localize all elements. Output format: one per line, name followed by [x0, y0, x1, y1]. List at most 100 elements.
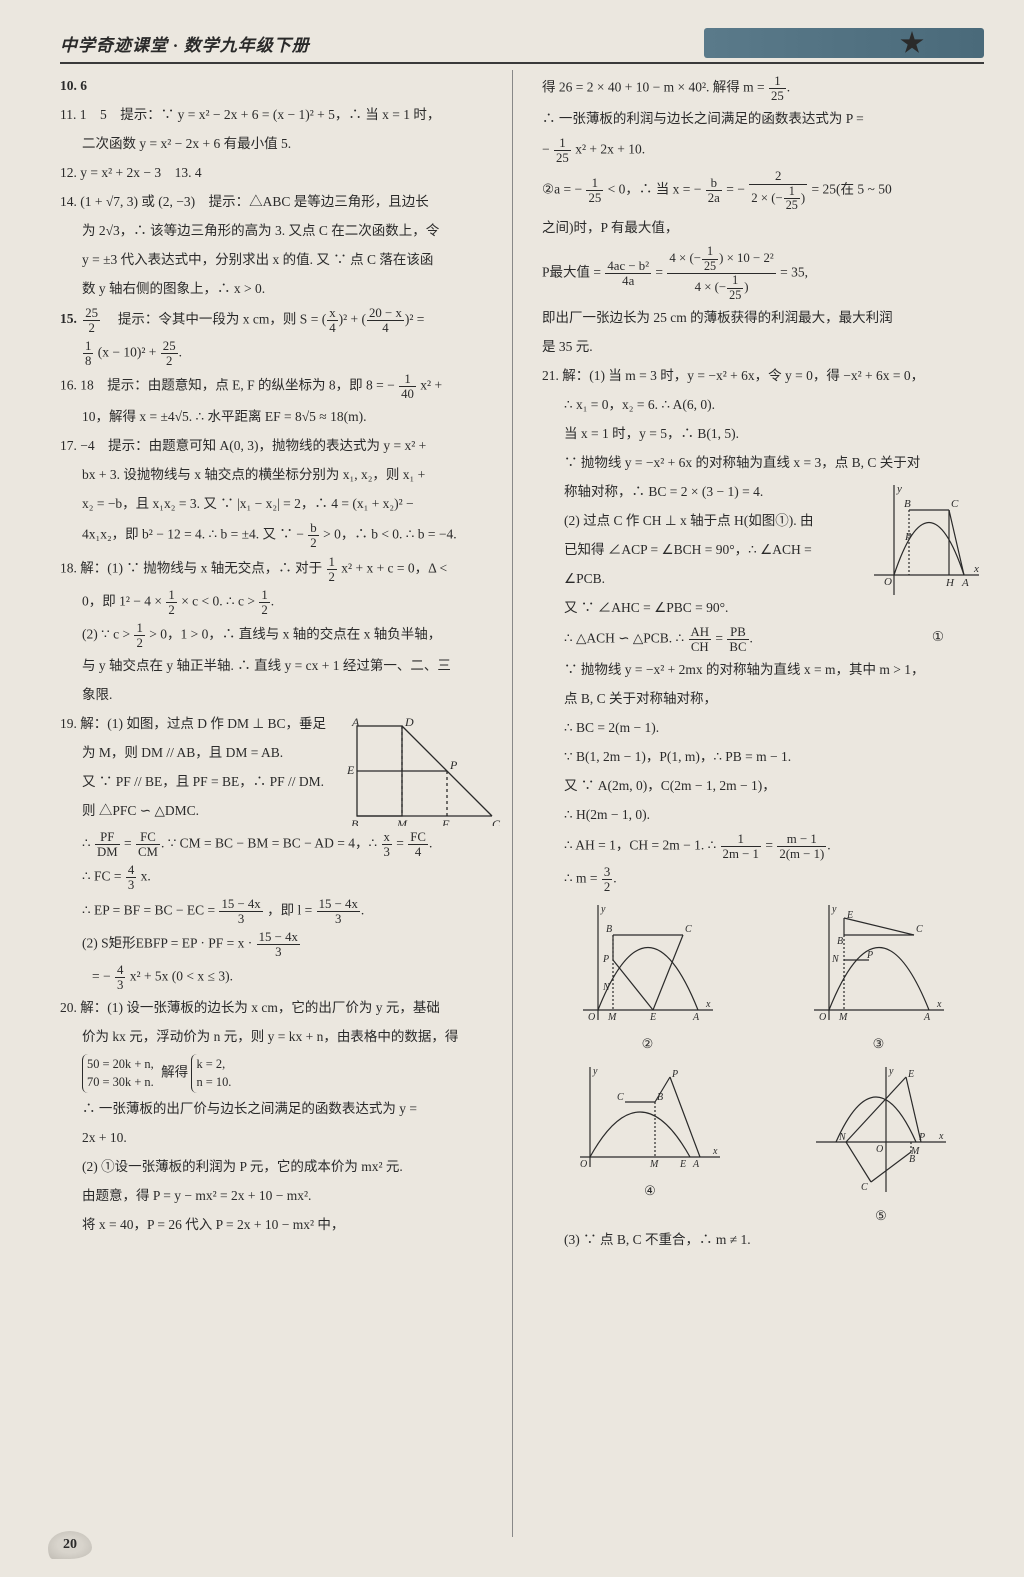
svg-text:x: x — [705, 999, 711, 1010]
q15-text: 提示：令其中一段为 x cm，则 S = — [104, 311, 321, 326]
frac-b-2: b2 — [308, 521, 318, 550]
svg-text:M: M — [607, 1012, 617, 1023]
svg-text:A: A — [351, 716, 360, 729]
figlabel-4: ④ — [575, 1179, 725, 1203]
answer-15-b: 18 (x − 10)² + 252. — [60, 339, 502, 368]
figure-21-1: yx BC PO HA — [869, 480, 984, 605]
q20c: 50 = 20k + n, 70 = 30k + n. 解得 k = 2, n … — [60, 1054, 502, 1093]
r6: P最大值 = 4ac − b²4a = 4 × (−125) × 10 − 2²… — [542, 245, 984, 302]
r2: ∴ 一张薄板的利润与边长之间满足的函数表达式为 P = — [542, 107, 984, 132]
q19f1: ∴ FC = — [82, 869, 125, 884]
svg-text:O: O — [580, 1159, 587, 1170]
answer-14: 14. (1 + √7, 3) 或 (2, −3) 提示：△ABC 是等边三角形… — [60, 190, 502, 215]
answer-20: 20. 解：(1) 设一张薄板的边长为 x cm，它的出厂价为 y 元，基础 — [60, 996, 502, 1021]
figlabel-2: ② — [578, 1032, 718, 1056]
r21d: ∵ 抛物线 y = −x² + 6x 的对称轴为直线 x = 3，点 B, C … — [542, 451, 984, 476]
svg-text:A: A — [923, 1012, 931, 1023]
frac-4ac-b2: 4ac − b²4a — [605, 259, 651, 288]
q16-x2: x² + — [420, 378, 442, 393]
svg-text:M: M — [838, 1012, 848, 1023]
svg-text:x: x — [938, 1131, 944, 1142]
frac-x-3: x3 — [382, 830, 392, 859]
svg-text:N: N — [831, 954, 840, 965]
r4: ②a = − 125 < 0，∴ 当 x = − b2a = − 22 × (−… — [542, 169, 984, 212]
svg-text:P: P — [449, 758, 458, 772]
q18a2: x² + x + c = 0，Δ < — [341, 560, 447, 575]
answer-14-d: 数 y 轴右侧的图象上，∴ x > 0. — [60, 277, 502, 302]
svg-text:E: E — [846, 910, 853, 921]
svg-text:A: A — [692, 1159, 700, 1170]
r6c: = 35, — [780, 265, 808, 280]
r21c: 当 x = 1 时，y = 5，∴ B(1, 5). — [542, 422, 984, 447]
q19g: ∴ EP = BF = BC − EC = 15 − 4x3 ，即 l = 15… — [60, 897, 502, 926]
svg-text:P: P — [918, 1132, 925, 1143]
svg-text:y: y — [600, 904, 606, 915]
q16-text: 16. 18 提示：由题意知，点 E, F 的纵坐标为 8，即 8 = − — [60, 378, 395, 393]
r21k: ∵ 抛物线 y = −x² + 2mx 的对称轴为直线 x = m，其中 m >… — [542, 658, 984, 683]
q20c3: 解得 — [161, 1065, 188, 1080]
svg-text:F: F — [441, 817, 450, 826]
r21b: ∴ x₁ = 0，x₂ = 6. ∴ A(6, 0). — [542, 393, 984, 418]
r6b: = — [655, 265, 666, 280]
answer-16-b: 10，解得 x = ±4√5. ∴ 水平距离 EF = 8√5 ≈ 18(m). — [60, 405, 502, 430]
answer-11: 11. 1 5 提示：∵ y = x² − 2x + 6 = (x − 1)² … — [60, 103, 502, 128]
answer-11-cont: 二次函数 y = x² − 2x + 6 有最小值 5. — [60, 132, 502, 157]
svg-text:C: C — [617, 1092, 624, 1103]
r21j-text: ∴ △ACH ∽ △PCB. ∴ — [564, 630, 688, 645]
q15-num: 15. — [60, 311, 77, 326]
q15-eq: = — [417, 311, 425, 326]
frac-15-4x-3: 15 − 4x3 — [219, 897, 262, 926]
answer-15: 15. 252 提示：令其中一段为 x cm，则 S = (x4)² + (20… — [60, 306, 502, 335]
svg-text:P: P — [671, 1069, 678, 1080]
r21o: 又 ∵ A(2m, 0)，C(2m − 1, 2m − 1)， — [542, 774, 984, 799]
q19h: (2) S矩形EBFP = EP · PF = x · 15 − 4x3 — [60, 930, 502, 959]
q19g2: ，即 l = — [267, 902, 316, 917]
svg-text:N: N — [838, 1132, 847, 1143]
figure-row-2: yx CB PO ME A ④ — [542, 1062, 984, 1228]
frac-x-4: x4 — [327, 306, 337, 335]
r21n: ∵ B(1, 2m − 1)，P(1, m)，∴ PB = m − 1. — [542, 745, 984, 770]
frac-fc-cm: FCCM — [136, 830, 160, 859]
r4b: < 0，∴ 当 x = − — [608, 182, 702, 197]
frac-20mx-4: 20 − x4 — [367, 306, 404, 335]
svg-text:D: D — [404, 716, 414, 729]
svg-text:P: P — [602, 954, 609, 965]
q19f: ∴ FC = 43 x. — [60, 863, 502, 892]
r21j: ∴ △ACH ∽ △PCB. ∴ AHCH = PBBC. ① — [542, 625, 984, 654]
svg-text:E: E — [347, 763, 355, 777]
frac-pb-bc: PBBC — [727, 625, 748, 654]
q19i1: = − — [92, 969, 111, 984]
svg-text:M: M — [396, 817, 408, 826]
r3: − 125 x² + 2x + 10. — [542, 136, 984, 165]
q19i: = − 43 x² + 5x (0 < x ≤ 3). — [60, 963, 502, 992]
svg-text:B: B — [606, 924, 612, 935]
answer-17-c: x₂ = −b，且 x₁x₂ = 3. 又 ∵ |x₁ − x₂| = 2，∴ … — [60, 492, 502, 517]
q18c2: > 0，1 > 0，∴ 直线与 x 轴的交点在 x 轴负半轴， — [149, 627, 441, 642]
frac-ah-ch: AHCH — [689, 625, 712, 654]
answer-10: 10. 6 — [60, 74, 502, 99]
column-divider — [512, 70, 513, 1537]
svg-text:x: x — [973, 563, 979, 575]
svg-text:C: C — [861, 1182, 868, 1193]
figure-row-1: yx BC PN OM EA ② — [542, 900, 984, 1056]
svg-text:x: x — [936, 999, 942, 1010]
q17d-text: 4x₁x₂，即 b² − 12 = 4. ∴ b = ±4. 又 ∵ − — [82, 527, 304, 542]
frac-1-40: 140 — [399, 372, 416, 401]
left-column: 10. 6 11. 1 5 提示：∵ y = x² − 2x + 6 = (x … — [60, 74, 512, 1257]
answer-18-b: 0，即 1² − 4 × 12 × c < 0. ∴ c > 12. — [60, 588, 502, 617]
answer-17: 17. −4 提示：由题意可知 A(0, 3)，抛物线的表达式为 y = x² … — [60, 434, 502, 459]
frac-1-8: 18 — [83, 339, 93, 368]
svg-text:y: y — [896, 483, 902, 495]
r8: 是 35 元. — [542, 335, 984, 360]
svg-text:y: y — [592, 1066, 598, 1077]
r4c: = − — [726, 182, 745, 197]
page-number: 20 — [48, 1531, 92, 1559]
brace2-l1: k = 2, — [196, 1057, 225, 1071]
frac-4-3b: 43 — [115, 963, 125, 992]
header-decoration — [704, 28, 984, 58]
frac-1-2d: 12 — [134, 621, 144, 650]
q19i2: x² + 5x (0 < x ≤ 3). — [130, 969, 233, 984]
frac-pf-dm: PFDM — [95, 830, 120, 859]
r21q-text: ∴ AH = 1，CH = 2m − 1. ∴ — [564, 837, 720, 852]
frac-15-4x-3b: 15 − 4x3 — [317, 897, 360, 926]
